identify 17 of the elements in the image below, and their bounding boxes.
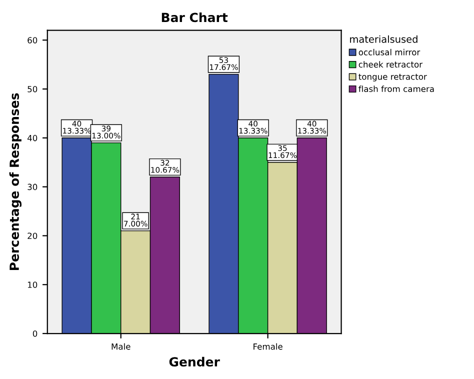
x-tick-label: Male [112, 343, 130, 350]
legend-title: materialsused [350, 35, 418, 43]
y-axis-title: Percentage of Responses [9, 93, 22, 270]
x-tick-label: Female [254, 343, 282, 350]
legend-label: tongue retractor [358, 74, 427, 82]
chart-title: Bar Chart [162, 12, 228, 22]
y-tick-label: 20 [28, 232, 38, 239]
x-axis-title: Gender [169, 356, 220, 367]
y-tick-label: 40 [27, 134, 38, 142]
y-tick-label: 0 [32, 330, 38, 337]
legend-label: cheek retractor [358, 61, 423, 68]
y-tick-label: 30 [28, 184, 38, 190]
legend-label: flash from camera [358, 86, 434, 92]
y-tick-label: 60 [28, 37, 38, 44]
y-tick-label: 50 [28, 86, 38, 92]
legend-label: occlusal mirror [358, 48, 420, 56]
y-tick-label: 10 [28, 282, 38, 288]
